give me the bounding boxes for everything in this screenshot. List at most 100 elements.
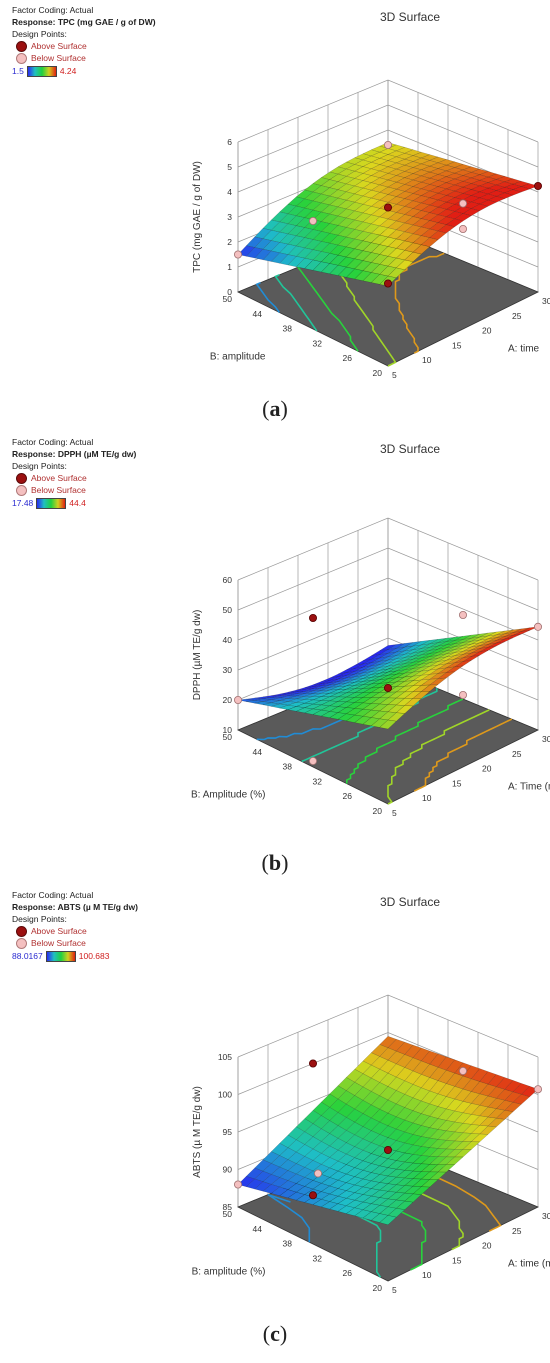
design-point — [534, 1085, 543, 1094]
contour-line — [296, 263, 359, 352]
surface-cell — [353, 692, 373, 698]
surface-cell — [379, 1215, 397, 1226]
y-axis-label: B: Amplitude (%) — [191, 789, 265, 800]
surface-cell — [404, 161, 422, 168]
above-dot-icon — [16, 472, 27, 484]
surface-cell — [445, 1086, 464, 1100]
surface-cell — [387, 663, 405, 670]
surface-cell — [429, 1106, 447, 1119]
z-tick-label: 95 — [223, 1127, 233, 1137]
surface-cell — [362, 1163, 381, 1173]
design-point — [308, 1191, 317, 1200]
x-tick-label: 20 — [482, 764, 492, 774]
surface-cell — [462, 201, 481, 209]
contour-line — [394, 252, 445, 354]
x-tick-label: 20 — [482, 1241, 492, 1251]
design-point — [308, 1059, 317, 1068]
response-label: Response: ABTS (µ M TE/g dw) — [12, 902, 138, 912]
surface-cell — [395, 680, 414, 687]
surface-cell — [370, 158, 389, 165]
surface-cell — [396, 645, 414, 653]
surface-cell — [362, 703, 381, 711]
design-point — [308, 613, 317, 622]
surface-cell — [379, 154, 397, 161]
surface-cell — [362, 1203, 381, 1212]
surface-cell — [470, 1133, 489, 1143]
surface-cell — [245, 1178, 264, 1190]
surface-cell — [396, 676, 414, 683]
response-surface — [237, 626, 539, 730]
design-point — [308, 216, 317, 225]
surface-cell — [354, 1138, 372, 1151]
surface-cell — [395, 1200, 414, 1210]
surface-cell — [437, 666, 455, 674]
surface-cell — [437, 201, 456, 210]
factor-coding-label: Factor Coding: Actual — [12, 890, 94, 900]
surface-cell — [470, 180, 489, 187]
y-tick-label: 38 — [283, 762, 293, 772]
surface-cell — [379, 194, 397, 203]
y-tick-label: 44 — [253, 747, 263, 757]
surface-cell — [320, 187, 339, 197]
caption-a: (a) — [262, 396, 288, 421]
z-axis-label: ABTS (µ M TE/g dw) — [192, 1086, 203, 1178]
surface-cell — [362, 709, 381, 718]
colorbar: 1.5 4.24 — [12, 65, 77, 77]
surface-cell — [337, 266, 356, 278]
surface-cell — [370, 192, 389, 201]
surface-cell — [320, 171, 339, 180]
surface-cell — [454, 1141, 472, 1150]
surface-cell — [479, 1116, 497, 1127]
surface-cell — [462, 648, 480, 655]
design-point — [383, 279, 392, 288]
surface-cell — [387, 1076, 406, 1091]
surface-cell — [262, 695, 280, 698]
surface-cell — [337, 713, 356, 722]
legend-below: Below Surface — [16, 937, 138, 949]
below-dot-icon — [16, 937, 27, 949]
surface-cell — [328, 696, 347, 702]
surface-cell — [362, 1188, 381, 1197]
surface-cell — [429, 1067, 447, 1081]
z-tick-label: 50 — [223, 605, 233, 615]
surface-cell — [404, 698, 422, 707]
surface-cell — [470, 197, 489, 205]
surface-cell — [420, 171, 439, 179]
surface-cell — [320, 1193, 339, 1202]
plot-title: 3D Surface — [380, 895, 441, 909]
legend-above: Above Surface — [16, 40, 156, 52]
surface-plot-c: 85 90 95 100 105 5 10 15 20 25 30 20 26 32 38 44 50 A: ti… — [192, 994, 550, 1295]
plot-title: 3D Surface — [380, 442, 441, 456]
z-tick-label: 4 — [227, 187, 232, 197]
colorbar: 88.0167 100.683 — [12, 950, 110, 962]
y-tick-label: 20 — [373, 368, 383, 378]
z-tick-label: 60 — [223, 575, 233, 585]
x-tick-label: 10 — [422, 1270, 432, 1280]
surface-cell — [387, 685, 406, 693]
surface-cell — [329, 265, 347, 276]
surface-cell — [287, 706, 306, 712]
x-tick-label: 20 — [482, 326, 492, 336]
surface-cell — [337, 183, 356, 193]
surface-cell — [395, 1192, 414, 1202]
below-dot-icon — [16, 52, 27, 64]
y-tick-label: 44 — [253, 1224, 263, 1234]
contour-line — [267, 1193, 311, 1243]
surface-cell — [387, 188, 406, 197]
chart-panel-a: Factor Coding: Actual Response: TPC (mg … — [0, 0, 550, 440]
y-tick-label: 50 — [223, 294, 233, 304]
surface-cell — [387, 267, 406, 279]
y-tick-label: 26 — [343, 353, 353, 363]
design-point — [383, 140, 392, 149]
surface-cell — [445, 1059, 464, 1074]
surface-cell — [429, 180, 447, 187]
surface-cell — [437, 646, 455, 653]
surface-cell — [362, 1153, 381, 1164]
colorbar-gradient — [26, 65, 57, 77]
surface-cell — [395, 259, 414, 271]
surface-cell — [412, 674, 430, 681]
y-tick-label: 26 — [343, 1268, 353, 1278]
surface-cell — [345, 1068, 364, 1083]
contour-line — [413, 718, 513, 792]
x-tick-label: 15 — [452, 778, 462, 788]
